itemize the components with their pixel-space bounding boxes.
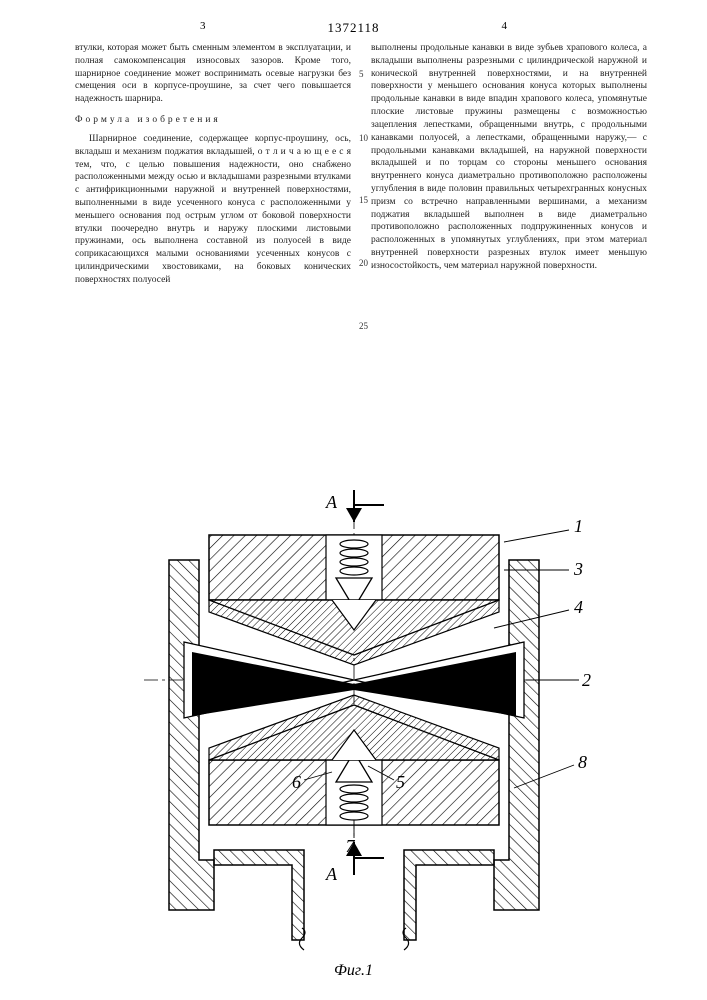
callout-7: 7: [345, 836, 355, 856]
line-marker: 15: [359, 194, 368, 206]
section-letter-bottom: А: [325, 864, 338, 884]
left-para-1: втулки, которая может быть сменным элеме…: [75, 42, 351, 106]
callout-2: 2: [582, 670, 591, 690]
housing-bottom: [209, 752, 499, 825]
line-marker: 5: [359, 68, 364, 80]
section-letter-top: А: [325, 492, 338, 512]
callout-3: 3: [573, 559, 583, 579]
section-plane-top: [346, 490, 384, 522]
formula-title: Формула изобретения: [75, 114, 351, 127]
document-number: 1372118: [0, 20, 707, 36]
left-column: втулки, которая может быть сменным элеме…: [75, 42, 351, 290]
callout-1: 1: [574, 516, 583, 536]
callout-8: 8: [578, 752, 587, 772]
left-para-2: Шарнирное соединение, содержащее корпус-…: [75, 133, 351, 287]
figure-svg: 1 3 4 2 8 5 6 7 А А: [74, 480, 634, 960]
callout-4: 4: [574, 597, 583, 617]
liner-top: [209, 600, 499, 665]
figure-label: Фиг.1: [334, 962, 373, 980]
callout-6: 6: [292, 772, 301, 792]
callout-5: 5: [396, 772, 405, 792]
line-marker: 20: [359, 257, 368, 269]
right-column: 5 10 15 20 25 выполнены продольные канав…: [371, 42, 647, 290]
housing-top: [209, 535, 499, 608]
line-marker: 10: [359, 132, 368, 144]
right-para-1: выполнены продольные канавки в виде зубь…: [371, 42, 647, 273]
figure-1: 1 3 4 2 8 5 6 7 А А Фиг.1: [0, 480, 707, 1000]
line-marker: 25: [359, 320, 368, 332]
text-columns: втулки, которая может быть сменным элеме…: [75, 42, 647, 290]
